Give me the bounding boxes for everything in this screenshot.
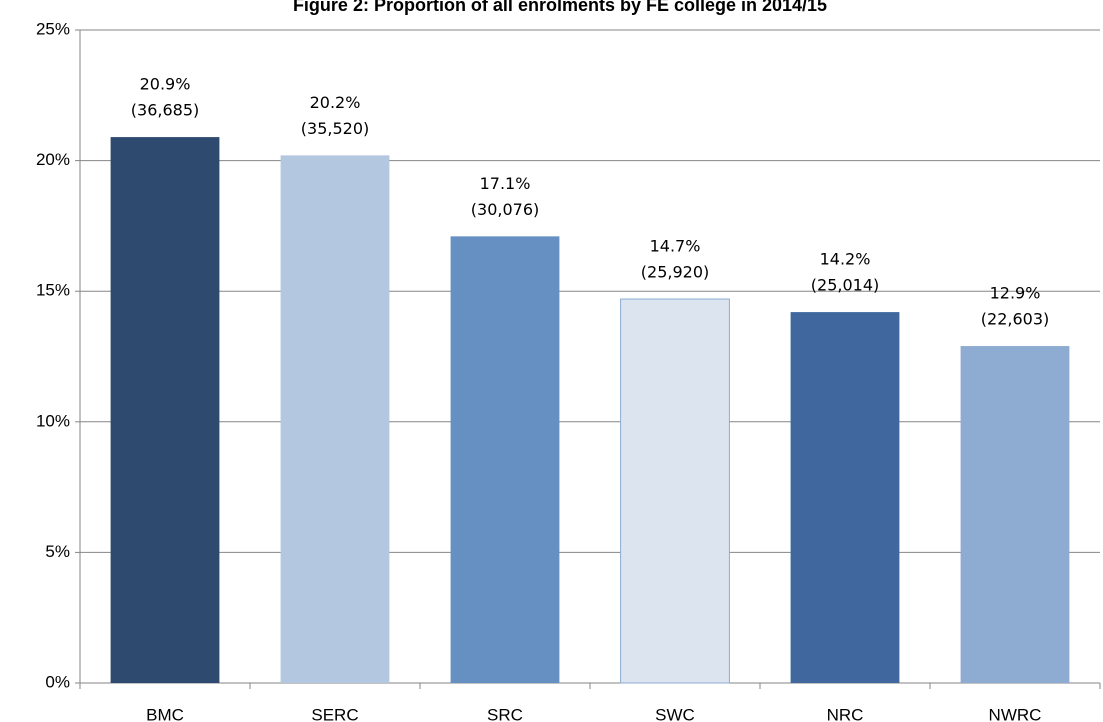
y-tick-label: 20% — [36, 150, 70, 169]
enrolment-label: (25,920) — [641, 263, 709, 282]
chart-title: Figure 2: Proportion of all enrolments b… — [293, 0, 827, 15]
data-label: 20.9% — [140, 75, 191, 94]
bar — [790, 312, 900, 683]
enrolment-label: (22,603) — [981, 310, 1049, 329]
enrolment-label: (30,076) — [471, 200, 539, 219]
x-tick-label: SRC — [487, 705, 523, 722]
x-tick-label: SWC — [655, 705, 695, 722]
x-tick-label: NWRC — [989, 705, 1042, 722]
data-label: 12.9% — [990, 284, 1041, 303]
data-label: 20.2% — [310, 93, 361, 112]
x-tick-label: SERC — [311, 705, 358, 722]
bar — [620, 298, 730, 684]
bar — [280, 155, 390, 684]
enrolment-label: (36,685) — [131, 101, 199, 120]
y-tick-label: 25% — [36, 19, 70, 38]
enrolment-label: (25,014) — [811, 276, 879, 295]
data-label: 14.7% — [650, 237, 701, 256]
bar — [450, 236, 560, 683]
data-label: 17.1% — [480, 174, 531, 193]
bar — [110, 137, 220, 684]
enrolment-label: (35,520) — [301, 119, 369, 138]
y-tick-label: 0% — [45, 672, 70, 691]
bar — [960, 346, 1070, 683]
y-tick-label: 5% — [45, 542, 70, 561]
data-label: 14.2% — [820, 250, 871, 269]
x-tick-label: BMC — [146, 705, 184, 722]
y-tick-label: 10% — [36, 411, 70, 430]
y-tick-label: 15% — [36, 281, 70, 300]
x-tick-label: NRC — [827, 705, 864, 722]
